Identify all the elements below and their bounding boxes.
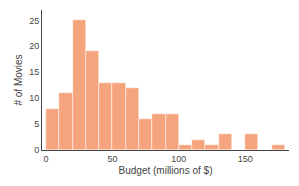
svg-text:Budget (millions of $): Budget (millions of $) <box>119 165 213 176</box>
svg-text:25: 25 <box>29 16 39 26</box>
svg-text:# of Movies: # of Movies <box>13 54 24 105</box>
svg-text:20: 20 <box>29 41 39 51</box>
svg-text:0: 0 <box>34 145 39 155</box>
svg-text:15: 15 <box>29 67 39 77</box>
svg-text:100: 100 <box>171 154 186 164</box>
svg-text:150: 150 <box>238 154 253 164</box>
svg-text:5: 5 <box>34 119 39 129</box>
svg-text:10: 10 <box>29 93 39 103</box>
svg-text:50: 50 <box>107 154 117 164</box>
svg-text:0: 0 <box>43 154 48 164</box>
